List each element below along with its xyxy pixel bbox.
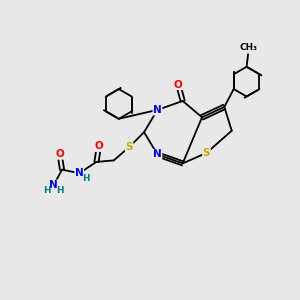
Text: H: H (56, 186, 64, 195)
Text: O: O (174, 80, 183, 90)
Text: O: O (55, 149, 64, 159)
Text: S: S (125, 142, 133, 152)
Text: H: H (44, 186, 51, 195)
Text: O: O (94, 141, 103, 152)
Text: CH₃: CH₃ (239, 43, 257, 52)
Text: N: N (75, 168, 84, 178)
Text: N: N (49, 180, 58, 190)
Text: S: S (203, 148, 210, 158)
Text: N: N (153, 105, 162, 115)
Text: N: N (153, 149, 162, 160)
Text: H: H (82, 174, 89, 183)
